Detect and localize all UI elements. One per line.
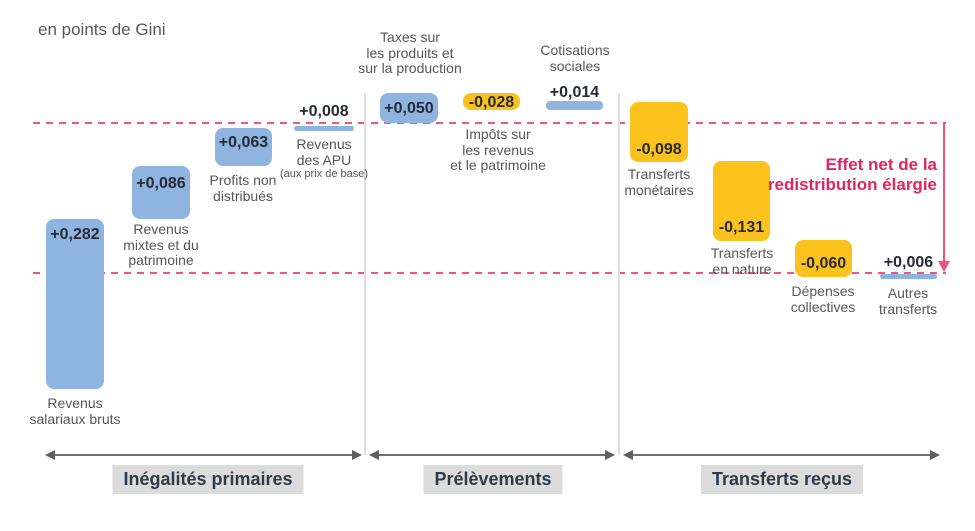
section-label-transferts-recus: Transferts reçus	[700, 465, 864, 494]
net-effect-annotation-line1: Effet net de la	[825, 155, 937, 174]
category-label-impots-revenus-patrimoine: Impôts sur les revenus et le patrimoine	[450, 126, 546, 173]
category-label-autres-transferts: Autres transferts	[878, 285, 938, 317]
section-separator-1	[364, 93, 366, 455]
bar-depenses-collectives	[795, 240, 852, 277]
value-label-autres-transferts: +0,006	[883, 254, 934, 271]
section-arrow-line-transferts-recus	[631, 454, 932, 456]
value-label-transferts-en-nature: -0,131	[718, 219, 765, 236]
value-label-depenses-collectives: -0,060	[800, 255, 847, 272]
value-label-taxes-produits-production: +0,050	[384, 100, 434, 117]
section-separator-2	[618, 93, 620, 455]
value-label-revenus-des-apu: +0,008	[299, 103, 349, 120]
net-effect-annotation-line2: redistribution élargie	[767, 175, 937, 194]
category-label-revenus-salariaux-bruts: Revenus salariaux bruts	[29, 395, 121, 427]
bar-taxes-produits-production	[380, 93, 438, 123]
section-label-prelevements: Prélèvements	[423, 465, 563, 494]
section-arrowhead-left-icon-prelevements	[369, 450, 379, 460]
bar-cotisations-sociales	[546, 101, 603, 110]
section-arrow-line-prelevements	[377, 454, 607, 456]
section-arrowhead-left-icon-inegalites-primaires	[45, 450, 55, 460]
section-label-inegalites-primaires: Inégalités primaires	[112, 465, 304, 494]
category-sublabel-revenus-des-apu: (aux prix de base)	[279, 168, 369, 180]
bar-profits-non-distribues	[215, 128, 272, 166]
section-arrow-line-inegalites-primaires	[53, 454, 354, 456]
value-label-revenus-mixtes-patrimoine: +0,086	[136, 175, 186, 192]
section-arrowhead-right-icon-transferts-recus	[930, 450, 940, 460]
section-arrowhead-right-icon-prelevements	[605, 450, 615, 460]
section-arrowhead-left-icon-transferts-recus	[623, 450, 633, 460]
bar-transferts-en-nature	[713, 161, 770, 241]
category-label-depenses-collectives: Dépenses collectives	[790, 283, 856, 315]
bar-revenus-mixtes-patrimoine	[132, 166, 190, 219]
bar-impots-revenus-patrimoine	[463, 93, 520, 110]
value-label-profits-non-distribues: +0,063	[218, 134, 269, 151]
bottom-dashed-reference-line	[33, 272, 946, 274]
value-label-transferts-monetaires: -0,098	[636, 141, 682, 158]
bar-revenus-salariaux-bruts	[46, 219, 104, 389]
category-label-cotisations-sociales: Cotisations sociales	[540, 42, 610, 74]
bar-autres-transferts	[880, 274, 937, 279]
section-arrowhead-right-icon-inegalites-primaires	[352, 450, 362, 460]
bar-revenus-des-apu	[294, 126, 354, 131]
net-effect-arrow-head-icon	[938, 261, 950, 272]
category-label-revenus-des-apu: Revenus des APU (aux prix de base)	[256, 136, 392, 181]
chart-unit-label: en points de Gini	[38, 20, 166, 39]
category-label-transferts-en-nature: Transferts en nature	[710, 245, 774, 277]
bar-transferts-monetaires	[630, 102, 688, 162]
category-label-taxes-produits-production: Taxes sur les produits et sur la productio…	[358, 29, 462, 76]
category-label-transferts-monetaires: Transferts monétaires	[624, 166, 694, 198]
category-label-revenus-mixtes-patrimoine: Revenus mixtes et du patrimoine	[123, 221, 199, 268]
category-label-profits-non-distribues: Profits non distribués	[209, 172, 277, 204]
value-label-revenus-salariaux-bruts: +0,282	[50, 226, 100, 243]
top-dashed-reference-line	[33, 122, 946, 124]
net-effect-annotation: Effet net de la redistribution élargie	[768, 155, 937, 195]
net-effect-arrow-line	[943, 124, 945, 262]
value-label-impots-revenus-patrimoine: -0,028	[468, 94, 515, 111]
value-label-cotisations-sociales: +0,014	[549, 84, 600, 101]
